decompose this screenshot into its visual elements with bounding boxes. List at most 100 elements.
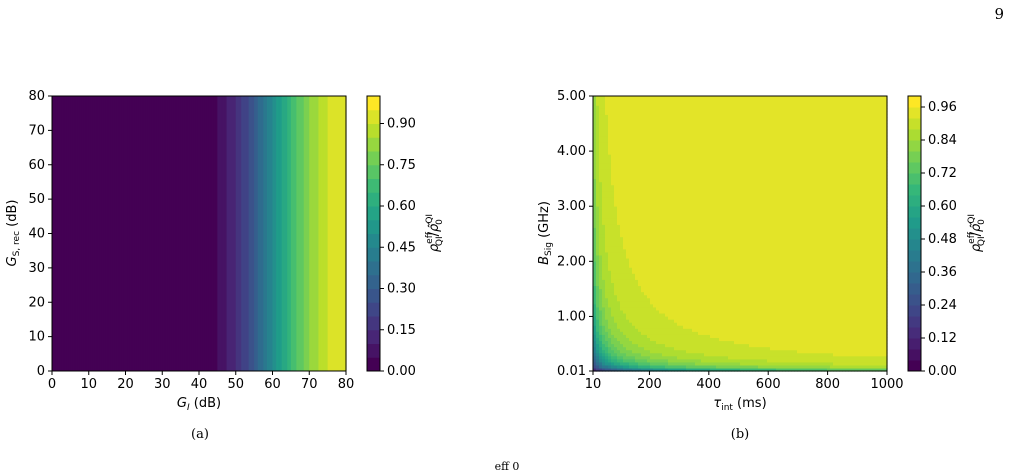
heatmap-cell <box>704 236 708 241</box>
heatmap-cell <box>713 126 717 131</box>
heatmap-cell <box>596 261 600 265</box>
heatmap-cell <box>599 337 603 342</box>
heatmap-cell <box>239 96 242 371</box>
heatmap-cell <box>704 221 708 225</box>
heatmap-cell <box>605 297 609 302</box>
heatmap-cell <box>740 135 744 140</box>
heatmap-cell <box>740 352 744 357</box>
heatmap-cell <box>644 294 648 299</box>
heatmap-cell <box>734 331 738 335</box>
heatmap-cell <box>728 196 732 201</box>
heatmap-cell <box>671 248 675 253</box>
heatmap-cell <box>620 288 624 293</box>
heatmap-cell <box>635 322 639 326</box>
heatmap-cell <box>650 270 654 274</box>
heatmap-cell <box>698 230 702 235</box>
heatmap-cell <box>593 306 597 311</box>
heatmap-cell <box>674 151 678 155</box>
heatmap-cell <box>632 325 636 329</box>
heatmap-cell <box>734 233 738 238</box>
heatmap-cell <box>178 96 182 371</box>
heatmap-cell <box>632 367 636 372</box>
heatmap-cell <box>698 337 702 342</box>
heatmap-cell <box>602 172 606 177</box>
heatmap-cell <box>659 108 663 112</box>
heatmap-cell <box>737 105 741 109</box>
heatmap-cell <box>638 135 642 140</box>
heatmap-cell <box>740 218 744 222</box>
heatmap-cell <box>746 300 750 305</box>
heatmap-cell <box>743 233 747 238</box>
heatmap-cell <box>599 291 603 296</box>
heatmap-cell <box>64 96 68 371</box>
heatmap-cell <box>620 355 624 360</box>
heatmap-cell <box>635 306 639 311</box>
heatmap-cell <box>749 154 753 158</box>
heatmap-cell <box>620 206 624 210</box>
heatmap-cell <box>593 328 597 332</box>
heatmap-cell <box>695 172 699 177</box>
heatmap-cell <box>671 215 675 219</box>
heatmap-cell <box>617 279 621 283</box>
heatmap-cell <box>710 257 714 262</box>
heatmap-cell <box>626 108 630 112</box>
heatmap-cell <box>608 144 612 149</box>
heatmap-cell <box>629 163 633 167</box>
heatmap-cell <box>677 312 681 317</box>
heatmap-cell <box>662 334 666 338</box>
heatmap-cell <box>626 349 630 354</box>
heatmap-cell <box>665 184 669 189</box>
heatmap-cell <box>656 163 660 167</box>
heatmap-cell <box>662 270 666 274</box>
heatmap-cell <box>719 169 723 173</box>
heatmap-cell <box>596 224 600 228</box>
colorbar-segment <box>367 123 380 138</box>
heatmap-cell <box>641 123 645 128</box>
heatmap-cell <box>653 254 657 259</box>
heatmap-cell <box>272 96 275 371</box>
heatmap-cell <box>710 254 714 259</box>
heatmap-cell <box>623 337 627 342</box>
heatmap-cell <box>659 230 663 235</box>
heatmap-cell <box>677 154 681 158</box>
heatmap-cell <box>734 242 738 247</box>
heatmap-cell <box>602 312 606 317</box>
heatmap-cell <box>686 221 690 225</box>
heatmap-cell <box>716 361 720 366</box>
heatmap-cell <box>668 306 672 311</box>
heatmap-cell <box>623 202 627 207</box>
heatmap-cell <box>737 187 741 192</box>
heatmap-cell <box>749 196 753 201</box>
heatmap-cell <box>734 227 738 232</box>
heatmap-cell <box>722 331 726 335</box>
heatmap-cell <box>701 147 705 152</box>
heatmap-cell <box>740 114 744 118</box>
heatmap-cell <box>635 190 639 195</box>
heatmap-cell <box>683 361 687 366</box>
heatmap-cell <box>608 227 612 232</box>
heatmap-cell <box>605 132 609 137</box>
heatmap-cell <box>342 96 345 371</box>
heatmap-cell <box>638 358 642 363</box>
heatmap-cell <box>131 96 134 371</box>
heatmap-cell <box>695 138 699 143</box>
heatmap-cell <box>665 367 669 372</box>
heatmap-cell <box>644 196 648 201</box>
heatmap-cell <box>668 202 672 207</box>
heatmap-cell <box>686 358 690 363</box>
heatmap-cell <box>719 285 723 290</box>
heatmap-cell <box>731 239 735 244</box>
heatmap-cell <box>719 96 723 100</box>
heatmap-cell <box>719 349 723 354</box>
heatmap-cell <box>674 172 678 177</box>
heatmap-cell <box>677 151 681 155</box>
heatmap-cell <box>596 160 600 164</box>
heatmap-cell <box>686 227 690 232</box>
heatmap-cell <box>728 358 732 363</box>
heatmap-cell <box>698 172 702 177</box>
heatmap-cell <box>680 132 684 137</box>
heatmap-cell <box>686 108 690 112</box>
heatmap-cell <box>92 96 95 371</box>
heatmap-cell <box>683 160 687 164</box>
